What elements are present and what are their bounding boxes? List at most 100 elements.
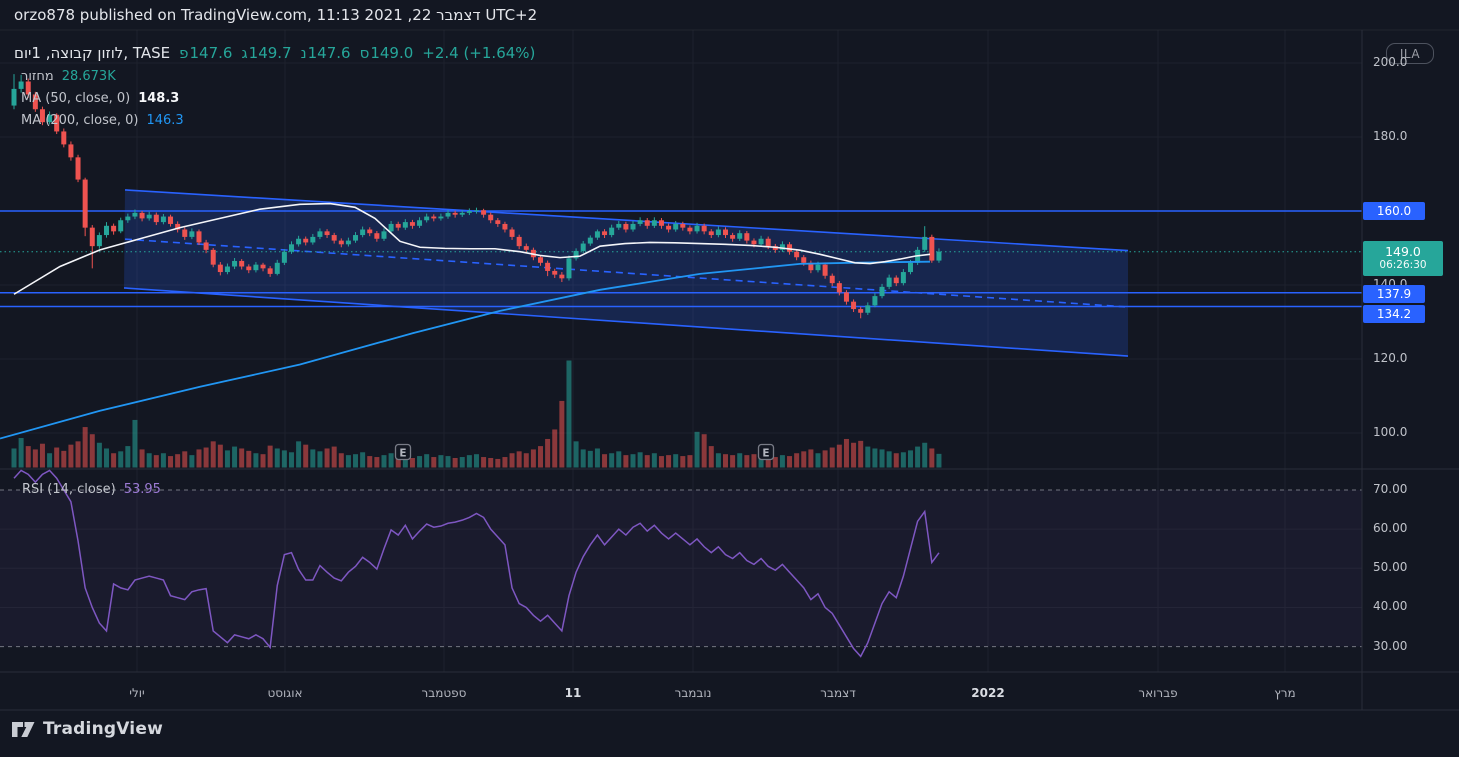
candle bbox=[274, 262, 280, 274]
volume-bar bbox=[644, 455, 650, 468]
candle bbox=[851, 301, 857, 310]
volume-bar bbox=[331, 446, 337, 468]
volume-bar bbox=[395, 457, 401, 468]
volume-bar bbox=[402, 455, 408, 468]
volume-bar bbox=[523, 453, 529, 468]
volume-bar bbox=[189, 455, 195, 468]
candle bbox=[345, 240, 351, 245]
volume-bar bbox=[893, 453, 899, 468]
time-axis-label: דצמבר bbox=[820, 686, 856, 700]
volume-bar bbox=[246, 450, 252, 468]
published-info: orzo878 published on TradingView.com, 11… bbox=[14, 6, 538, 24]
volume-bar bbox=[473, 454, 479, 468]
volume-bar bbox=[594, 448, 600, 468]
rsi-scale-label: 50.00 bbox=[1373, 560, 1408, 575]
volume-bar bbox=[616, 451, 622, 468]
legend-volume-row[interactable]: מחזור 28.673K bbox=[21, 69, 116, 84]
candle bbox=[210, 249, 216, 265]
candle bbox=[224, 266, 230, 273]
candle bbox=[353, 235, 359, 241]
volume-bar bbox=[516, 451, 522, 468]
earnings-marker[interactable]: E bbox=[394, 443, 412, 461]
volume-bar bbox=[239, 448, 245, 468]
volume-bar bbox=[559, 400, 565, 468]
candle bbox=[89, 227, 95, 247]
ohlc-pair: ג 149.7 bbox=[241, 44, 292, 62]
volume-bar bbox=[267, 445, 273, 468]
candle bbox=[815, 264, 821, 271]
candle bbox=[96, 235, 102, 247]
volume-bar bbox=[836, 444, 842, 468]
candle bbox=[281, 251, 287, 263]
volume-bar bbox=[872, 448, 878, 468]
candle bbox=[367, 229, 373, 234]
candle bbox=[189, 231, 195, 237]
volume-bar bbox=[438, 455, 444, 468]
candle bbox=[75, 157, 81, 180]
volume-bar bbox=[253, 453, 259, 468]
ohlc-pair: פ 147.6 bbox=[179, 44, 233, 62]
volume-bar bbox=[196, 449, 202, 468]
candle bbox=[922, 236, 928, 250]
candle bbox=[701, 225, 707, 232]
time-axis[interactable]: יולי אוגוסט ספטמבר 11 נובמבר דצמבר 2022 פברואר מ… bbox=[0, 672, 1362, 710]
candle bbox=[409, 222, 415, 226]
tradingview-logo[interactable]: TradingView bbox=[11, 719, 163, 739]
candle bbox=[630, 223, 636, 230]
volume-bar bbox=[609, 453, 615, 468]
volume-bar bbox=[829, 447, 835, 468]
volume-bar bbox=[11, 448, 17, 468]
volume-bar bbox=[787, 456, 793, 468]
symbol-ticker-badge: ILA bbox=[1386, 43, 1434, 64]
legend-rsi-row[interactable]: RSI (14, close) 53.95 bbox=[22, 482, 161, 497]
legend-symbol-row[interactable]: לוזון קבוצה, 1יום, TASE פ 147.6 ג 149.7 נ 147… bbox=[14, 44, 535, 62]
candle bbox=[153, 214, 159, 223]
volume-bar bbox=[794, 453, 800, 468]
volume-bar bbox=[125, 446, 131, 468]
candle bbox=[324, 231, 330, 236]
volume-bar bbox=[303, 444, 309, 468]
candle bbox=[502, 223, 508, 230]
legend-ma200-row[interactable]: MA (200, close, 0) 146.3 bbox=[21, 113, 184, 128]
volume-bar bbox=[936, 453, 942, 468]
volume-bar bbox=[922, 442, 928, 468]
candle bbox=[495, 220, 501, 224]
volume-bar bbox=[288, 452, 294, 468]
volume-bar bbox=[139, 449, 145, 468]
volume-bar bbox=[459, 457, 465, 468]
candle bbox=[459, 212, 465, 215]
volume-bar bbox=[851, 442, 857, 468]
candle bbox=[936, 251, 942, 261]
candle bbox=[417, 220, 423, 226]
volume-bar bbox=[388, 453, 394, 468]
candle bbox=[395, 223, 401, 228]
earnings-marker[interactable]: E bbox=[757, 443, 775, 461]
volume-bar bbox=[160, 453, 166, 468]
volume-bar bbox=[424, 454, 430, 468]
volume-bar bbox=[47, 453, 53, 468]
volume-bar bbox=[310, 449, 316, 468]
candle bbox=[872, 296, 878, 306]
volume-bar bbox=[580, 449, 586, 468]
price-scale[interactable]: ILA 200.0180.0160.0140.0120.0100.070.006… bbox=[1362, 30, 1459, 710]
candle bbox=[658, 220, 664, 226]
candle bbox=[723, 229, 728, 236]
candle bbox=[594, 231, 600, 238]
time-axis-label: ספטמבר bbox=[421, 686, 467, 700]
candle bbox=[32, 94, 38, 110]
legend-ma50-row[interactable]: MA (50, close, 0) 148.3 bbox=[21, 91, 179, 106]
volume-bar bbox=[673, 454, 679, 468]
candle bbox=[787, 244, 793, 252]
volume-bar bbox=[680, 456, 686, 468]
volume-bar bbox=[666, 455, 672, 468]
volume-bar bbox=[381, 455, 387, 468]
volume-bar bbox=[865, 446, 871, 468]
tradingview-logo-text: TradingView bbox=[43, 719, 163, 739]
candle bbox=[566, 258, 572, 279]
ma200-value: 146.3 bbox=[146, 113, 184, 128]
ma50-label: MA (50, close, 0) bbox=[21, 91, 131, 106]
candle bbox=[132, 212, 138, 217]
volume-bar bbox=[431, 457, 437, 468]
